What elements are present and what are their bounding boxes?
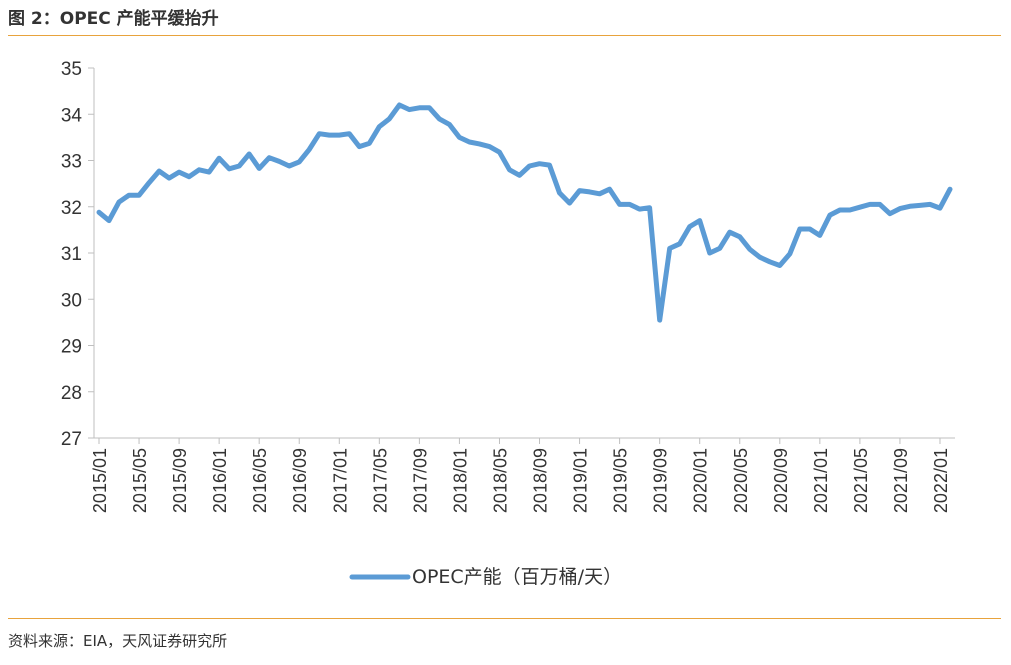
x-axis: 2015/01 2015/05 2015/09 2016/01 2016/05 2016/… (90, 437, 955, 513)
figure-title: 图 2：OPEC 产能平缓抬升 (8, 9, 219, 29)
x-tick-label: 2018/05 (490, 448, 510, 513)
x-tick-label: 2022/01 (931, 448, 951, 513)
x-tick-label: 2020/09 (771, 448, 791, 513)
y-tick-label: 27 (61, 429, 82, 450)
x-tick-label: 2019/05 (611, 448, 631, 513)
title-divider (8, 35, 1001, 36)
x-tick-label: 2018/09 (531, 448, 551, 513)
x-tick-label: 2015/01 (90, 448, 110, 513)
legend-label: OPEC产能（百万桶/天） (412, 566, 622, 588)
x-tick-label: 2018/01 (450, 448, 470, 513)
y-tick-label: 32 (61, 198, 82, 219)
x-tick-label: 2016/05 (250, 448, 270, 513)
y-tick-label: 33 (61, 152, 82, 173)
x-tick-label: 2019/09 (651, 448, 671, 513)
series-lines (96, 102, 953, 323)
y-axis: 27 28 29 30 31 32 33 34 35 (61, 59, 95, 450)
x-tick-label: 2015/09 (170, 448, 190, 513)
x-tick-label: 2016/01 (210, 448, 230, 513)
y-tick-label: 29 (61, 337, 82, 358)
legend: OPEC产能（百万桶/天） (349, 566, 622, 588)
x-tick-label: 2021/09 (891, 448, 911, 513)
y-tick-label: 35 (61, 59, 82, 80)
x-tick-label: 2020/05 (731, 448, 751, 513)
x-tick-label: 2021/01 (811, 448, 831, 513)
opec-capacity-line-chart: 27 28 29 30 31 32 33 34 35 2015/01 2015/05 2015/09… (61, 59, 955, 588)
x-tick-label: 2021/05 (851, 448, 871, 513)
x-tick-label: 2020/01 (691, 448, 711, 513)
y-tick-label: 28 (61, 383, 82, 404)
x-tick-label: 2015/05 (130, 448, 150, 513)
source-note: 资料来源：EIA，天风证券研究所 (8, 632, 228, 650)
source-divider (8, 618, 1001, 619)
y-tick-label: 30 (61, 290, 82, 311)
x-tick-label: 2017/09 (410, 448, 430, 513)
x-tick-label: 2019/01 (571, 448, 591, 513)
series-line (96, 102, 953, 323)
x-tick-label: 2017/05 (370, 448, 390, 513)
x-tick-label: 2016/09 (290, 448, 310, 513)
x-tick-label: 2017/01 (330, 448, 350, 513)
y-tick-label: 31 (61, 244, 82, 265)
y-tick-label: 34 (61, 105, 83, 126)
